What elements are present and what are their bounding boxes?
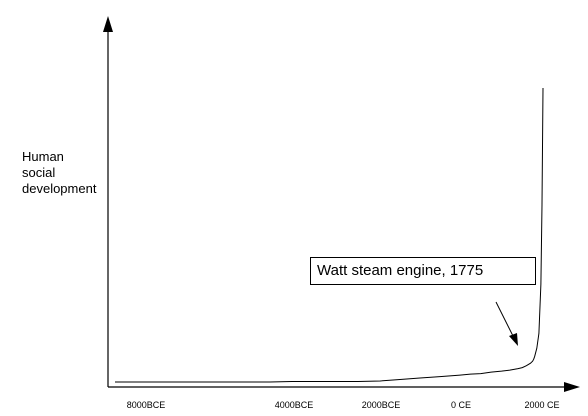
x-tick-labels: 8000BCE 4000BCE 2000BCE 0 CE 2000 CE [127,400,560,410]
annotation-text: Watt steam engine, 1775 [317,262,484,279]
y-axis-label: Human social development [22,149,96,197]
x-tick-label: 8000BCE [127,400,166,410]
x-tick-label: 4000BCE [275,400,314,410]
y-axis-label-line-1: Human [22,149,64,164]
y-axis-arrow [103,16,113,32]
x-tick-label: 2000 CE [524,400,559,410]
x-axis-arrow [564,382,580,392]
x-tick-label: 2000BCE [362,400,401,410]
annotation-box: Watt steam engine, 1775 [310,257,536,285]
annotation-arrow [495,301,514,337]
x-tick-label: 0 CE [451,400,471,410]
series-line [115,87,544,383]
y-axis-label-line-2: social [22,165,56,180]
annotation-arrowhead [509,333,518,346]
y-axis-label-line-3: development [22,181,97,196]
